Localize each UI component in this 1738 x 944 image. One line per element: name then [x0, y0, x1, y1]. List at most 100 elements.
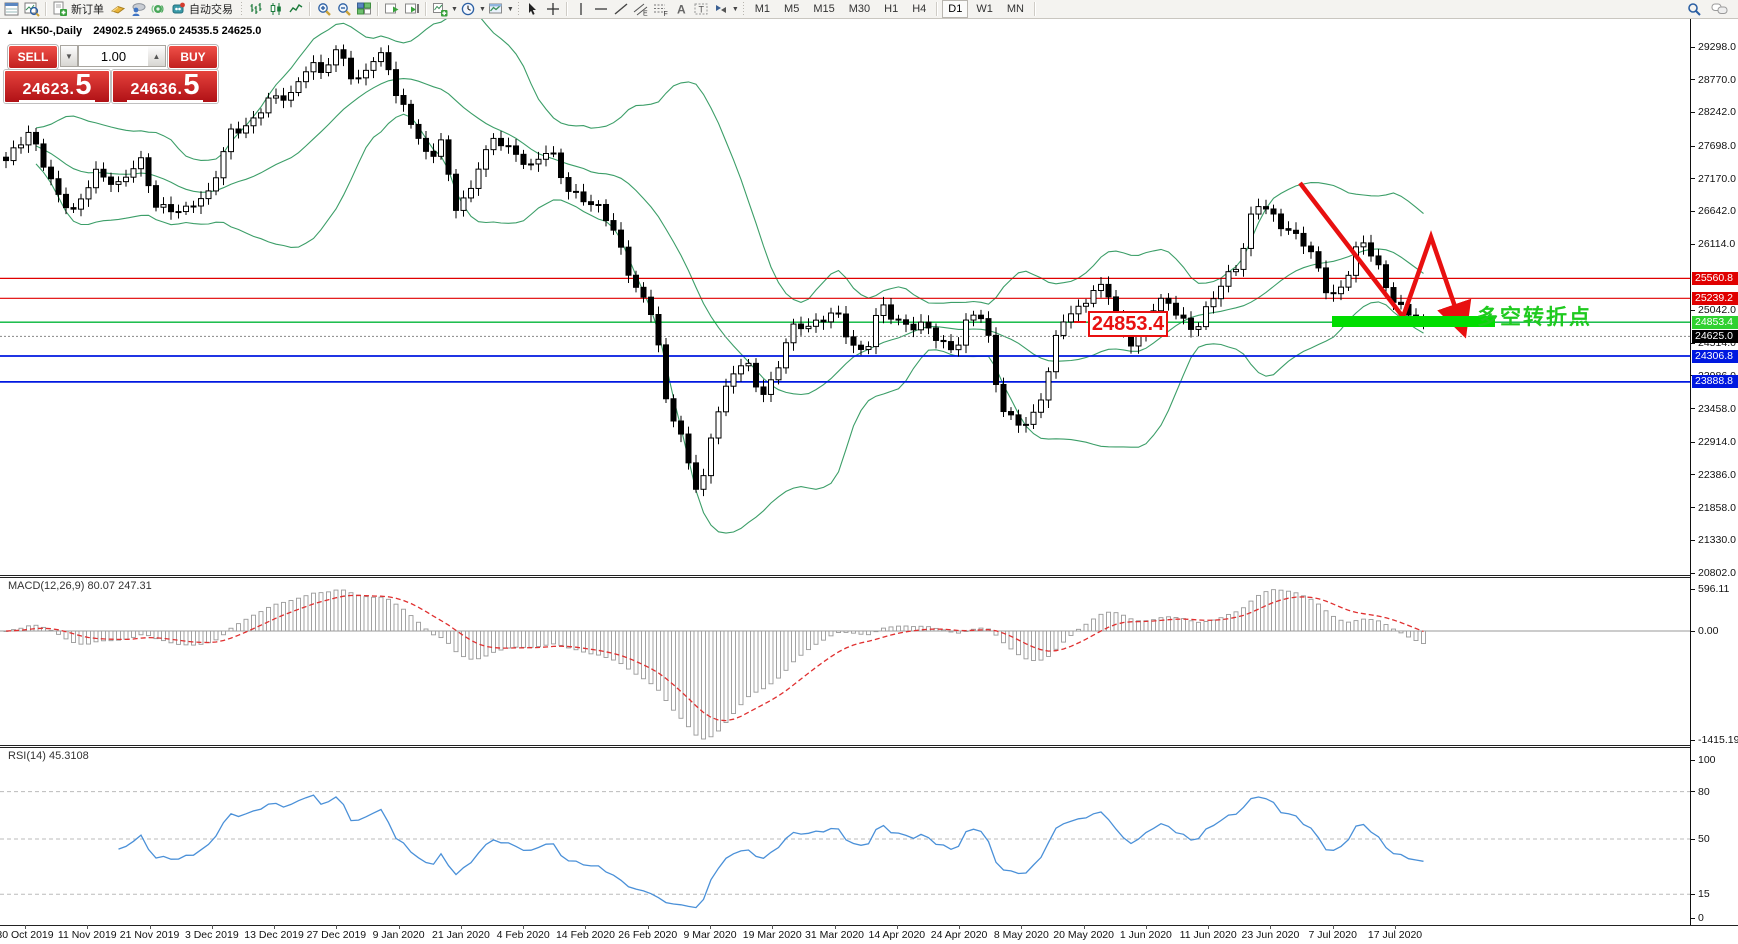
price-axis-tick: 20802.0 [1691, 567, 1736, 579]
rsi-axis-label: 0 [1691, 912, 1704, 924]
date-axis[interactable]: 30 Oct 2019 11 Nov 2019 21 Nov 2019 3 Dec 2… [0, 925, 1738, 944]
main-chart-panel[interactable] [0, 19, 1690, 575]
timeframe-button-d1[interactable]: D1 [942, 0, 969, 18]
timeframe-button-m5[interactable]: M5 [784, 3, 800, 15]
candlestick-chart-button[interactable] [266, 1, 286, 18]
turning-zone-bar[interactable] [1332, 316, 1495, 327]
new-order-button[interactable]: 新订单 [71, 4, 104, 16]
timeframe-group: M1 M5 M15 M30 H1 H4 D1 W1 MN [748, 0, 1039, 18]
turning-point-text[interactable]: 多空转折点 [1477, 306, 1592, 329]
date-axis-label: 14 Feb 2020 [555, 929, 615, 941]
search-button[interactable] [1684, 1, 1704, 18]
timeframe-button-m1[interactable]: M1 [754, 3, 771, 15]
arrows-dropdown[interactable] [711, 1, 731, 18]
date-axis-label: 30 Oct 2019 [0, 929, 54, 941]
date-axis-tick [398, 925, 400, 929]
community-chat-button[interactable] [1710, 1, 1730, 18]
panel-separator[interactable] [0, 745, 1738, 748]
chart-shift-button[interactable] [402, 1, 422, 18]
buy-price-button[interactable]: 24636. 5 [112, 70, 218, 103]
date-axis-label: 13 Dec 2019 [244, 929, 304, 941]
price-axis-tick: 21330.0 [1691, 534, 1736, 546]
zoom-out-button[interactable] [334, 1, 354, 18]
trendline-button[interactable] [611, 1, 631, 18]
chart-bottom-border [0, 925, 1738, 926]
vertical-line-button[interactable] [571, 1, 591, 18]
news-button[interactable] [148, 1, 168, 18]
volume-decrease-button[interactable]: ▼ [60, 45, 78, 67]
text-label-button[interactable]: T [691, 1, 711, 18]
cursor-button[interactable] [523, 1, 543, 18]
timeframe-button-h4[interactable]: H4 [912, 3, 927, 15]
rsi-panel[interactable] [0, 748, 1690, 925]
bar-chart-button[interactable] [246, 1, 266, 18]
macd-axis-min: -1415.19 [1691, 734, 1738, 746]
periods-dropdown[interactable] [458, 1, 478, 18]
buy-button[interactable]: BUY [168, 45, 218, 69]
templates-dropdown[interactable] [486, 1, 506, 18]
date-axis-tick [1270, 925, 1272, 929]
price-axis-tick: 27170.0 [1691, 173, 1736, 185]
macd-panel[interactable] [0, 578, 1690, 745]
date-axis-tick [274, 925, 276, 929]
volume-input[interactable] [78, 45, 148, 67]
macd-axis-max: 596.11 [1691, 583, 1729, 595]
svg-text:A: A [677, 3, 686, 17]
timeframe-button-m15[interactable]: M15 [813, 3, 835, 15]
metaeditor-button[interactable] [108, 1, 128, 18]
date-axis-tick [523, 925, 525, 929]
tile-windows-button[interactable] [354, 1, 374, 18]
price-axis-tick: 25042.0 [1691, 304, 1736, 316]
toolbar: 新订单 自动交易 ▼ ▼ ▼ E F A T ▼ [0, 0, 1738, 19]
rsi-value: 45.3108 [48, 750, 89, 762]
date-axis-label: 24 Apr 2020 [930, 929, 988, 941]
collapse-triangle-icon[interactable]: ▲ [6, 27, 14, 36]
templates-dropdown-caret[interactable]: ▼ [506, 5, 514, 13]
sell-button[interactable]: SELL [8, 45, 58, 69]
new-order-icon[interactable] [50, 1, 70, 18]
market-watch-button[interactable] [2, 1, 22, 18]
panel-separator[interactable] [0, 575, 1738, 578]
rsi-axis-label: 80 [1691, 786, 1710, 798]
date-axis-tick [1208, 925, 1210, 929]
level-price-badge: 24853.4 [1692, 315, 1738, 329]
rsi-axis-label: 15 [1691, 888, 1710, 900]
date-axis-tick [834, 925, 836, 929]
price-axis[interactable]: 29298.0 28770.0 28242.0 27698.0 27170.0 26642… [1690, 19, 1738, 925]
date-axis-label: 27 Dec 2019 [306, 929, 367, 941]
periods-dropdown-caret[interactable]: ▼ [478, 5, 486, 13]
fibonacci-button[interactable]: F [651, 1, 671, 18]
rsi-axis-label: 50 [1691, 833, 1710, 845]
timeframe-button-m30[interactable]: M30 [848, 3, 871, 15]
equidistant-channel-button[interactable]: E [631, 1, 651, 18]
buy-price-main: 24636. [130, 81, 183, 98]
date-axis-label: 1 Jun 2020 [1119, 929, 1172, 941]
date-axis-tick [149, 925, 151, 929]
indicators-dropdown[interactable] [430, 1, 450, 18]
date-axis-label: 8 May 2020 [993, 929, 1049, 941]
terminal-button[interactable] [128, 1, 148, 18]
crosshair-button[interactable] [543, 1, 563, 18]
timeframe-button-w1[interactable]: W1 [976, 3, 993, 15]
level-price-tag[interactable]: 24853.4 [1088, 311, 1168, 337]
indicators-dropdown-caret[interactable]: ▼ [451, 5, 458, 13]
timeframe-button-h1[interactable]: H1 [884, 3, 899, 15]
current-price-badge: 24625.0 [1692, 329, 1738, 343]
autotrading-icon[interactable] [168, 1, 188, 18]
zoom-in-button[interactable] [314, 1, 334, 18]
text-button[interactable]: A [671, 1, 691, 18]
chart-ohlc-values: 24902.5 24965.0 24535.5 24625.0 [93, 25, 262, 37]
profiles-button[interactable] [22, 1, 42, 18]
autotrading-button[interactable]: 自动交易 [189, 4, 233, 16]
line-chart-button[interactable] [286, 1, 306, 18]
sell-price-button[interactable]: 24623. 5 [4, 70, 110, 103]
trend-arrow-annotation[interactable] [1298, 181, 1472, 339]
auto-scroll-button[interactable] [382, 1, 402, 18]
arrows-dropdown-caret[interactable]: ▼ [731, 5, 739, 13]
volume-increase-button[interactable]: ▲ [148, 45, 166, 67]
horizontal-line-button[interactable] [591, 1, 611, 18]
date-axis-tick [1021, 925, 1023, 929]
timeframe-button-mn[interactable]: MN [1006, 3, 1024, 15]
date-axis-tick [1395, 925, 1396, 929]
